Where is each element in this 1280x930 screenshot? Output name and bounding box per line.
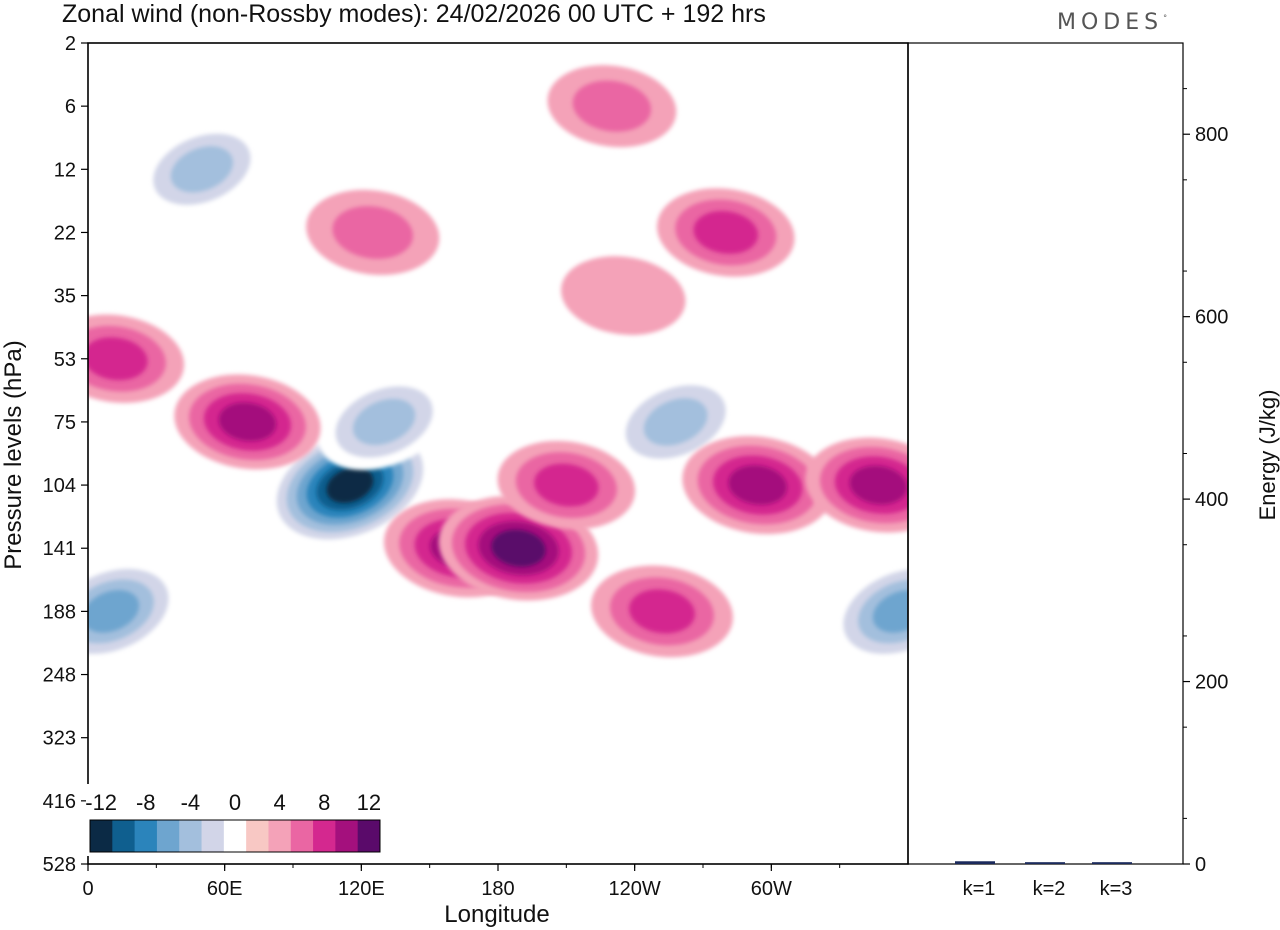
y-tick-label: 141 [43,538,76,560]
y-tick-label: 188 [43,601,76,623]
x-tick-label: 120W [609,878,661,900]
x-axis-label: Longitude [444,901,549,928]
contour-band [629,589,695,634]
colorbar-frame [89,819,381,853]
wind-anomaly-feature [497,440,636,530]
energy-tick-label: 400 [1195,489,1228,511]
modes-logo: MODES° [1057,10,1167,35]
wind-anomaly-feature [88,558,184,665]
colorbar-swatch [112,820,136,852]
y-tick-label: 22 [54,222,76,244]
wind-anomaly-feature [174,374,321,470]
y-tick-label: 35 [54,286,76,308]
y-axis-label: Pressure levels (hPa) [0,340,27,569]
contour-band [170,146,233,193]
colorbar-swatch [179,820,203,852]
contour-band [326,467,374,504]
colorbar-swatch [223,820,247,852]
contour-band [872,590,908,633]
x-tick-label: 60W [751,878,792,900]
y-tick-label: 416 [43,791,76,813]
energy-tick-label: 600 [1195,307,1228,329]
wind-anomaly-feature [805,437,908,533]
x-tick-label: 0 [82,878,93,900]
energy-category-label: k=2 [1033,878,1066,900]
y-tick-label: 104 [43,475,76,497]
contour-band [693,210,758,254]
energy-axis: 0 200 400 600 800 [1183,88,1228,876]
colorbar-label: -12 [85,790,117,815]
contour-band [332,206,413,259]
chart-title: Zonal wind (non-Rossby modes): 24/02/202… [62,0,766,28]
contour-band [561,256,686,336]
heatmap-field [88,65,908,665]
colorbar-swatch [90,820,113,852]
colorbar-swatch [268,820,292,852]
wind-anomaly-feature [88,314,185,404]
contour-band [88,337,148,381]
y-axis: 2 6 12 22 35 53 75 104 141 188 248 323 416 528 [43,33,88,876]
energy-tick-label: 800 [1195,124,1228,146]
x-tick-label: 60E [207,878,243,900]
energy-category-label: k=3 [1100,878,1133,900]
energy-tick-label: 0 [1195,854,1206,876]
energy-tick-label: 200 [1195,672,1228,694]
colorbar-label: 0 [229,790,241,815]
y-tick-label: 6 [65,96,76,118]
energy-bar [955,861,995,864]
contour-band [534,463,599,507]
colorbar-swatch [335,820,359,852]
x-tick-label: 180 [481,878,514,900]
colorbar-swatch [313,820,336,852]
energy-bar [1092,862,1132,864]
x-axis: 0 60E 120E 180 120W 60W [82,864,841,900]
y-tick-label: 53 [54,349,76,371]
wind-anomaly-feature [317,373,451,470]
contour-band [88,590,140,633]
colorbar-label: 8 [318,790,330,815]
colorbar-swatch [246,820,269,852]
energy-bars: k=1 k=2 k=3 [955,861,1132,900]
y-tick-label: 12 [54,159,76,181]
colorbar-label: -8 [136,790,156,815]
wind-anomaly-feature [828,558,908,665]
y-tick-label: 75 [54,412,76,434]
colorbar-label: 12 [357,790,381,815]
energy-category-label: k=1 [963,878,996,900]
x-tick-label: 120E [338,878,385,900]
colorbar-swatch [290,820,314,852]
energy-axis-label: Energy (J/kg) [1255,390,1280,521]
wind-anomaly-feature [561,256,686,336]
colorbar-label: 4 [273,790,285,815]
colorbar-swatch [357,820,381,852]
colorbar-swatch [156,820,180,852]
energy-panel-frame [907,42,1184,865]
contour-band [218,402,277,442]
contour-band [728,465,787,505]
colorbar-swatch [134,820,158,852]
y-tick-label: 323 [43,728,76,750]
contour-band [353,398,416,446]
energy-bar [1025,862,1065,864]
wind-anomaly-feature [656,188,795,277]
wind-anomaly-feature [547,65,677,148]
contour-band [849,465,908,505]
wind-anomaly-feature [591,565,733,658]
wind-anomaly-feature [438,495,599,601]
colorbar-swatch [201,820,225,852]
wind-anomaly-feature [682,436,834,535]
contour-band [572,80,652,132]
logo-text: MODES [1057,10,1164,35]
contour-band [491,529,546,567]
logo-mark: ° [1163,13,1168,23]
wind-anomaly-feature [306,189,440,276]
colorbar-label: -4 [181,790,201,815]
y-tick-label: 2 [65,33,76,55]
contour-band [643,398,708,446]
y-tick-label: 248 [43,665,76,687]
wind-anomaly-feature [135,121,269,218]
y-tick-label: 528 [43,854,76,876]
colorbar: -12 -8 -4 0 4 8 12 [85,784,384,856]
